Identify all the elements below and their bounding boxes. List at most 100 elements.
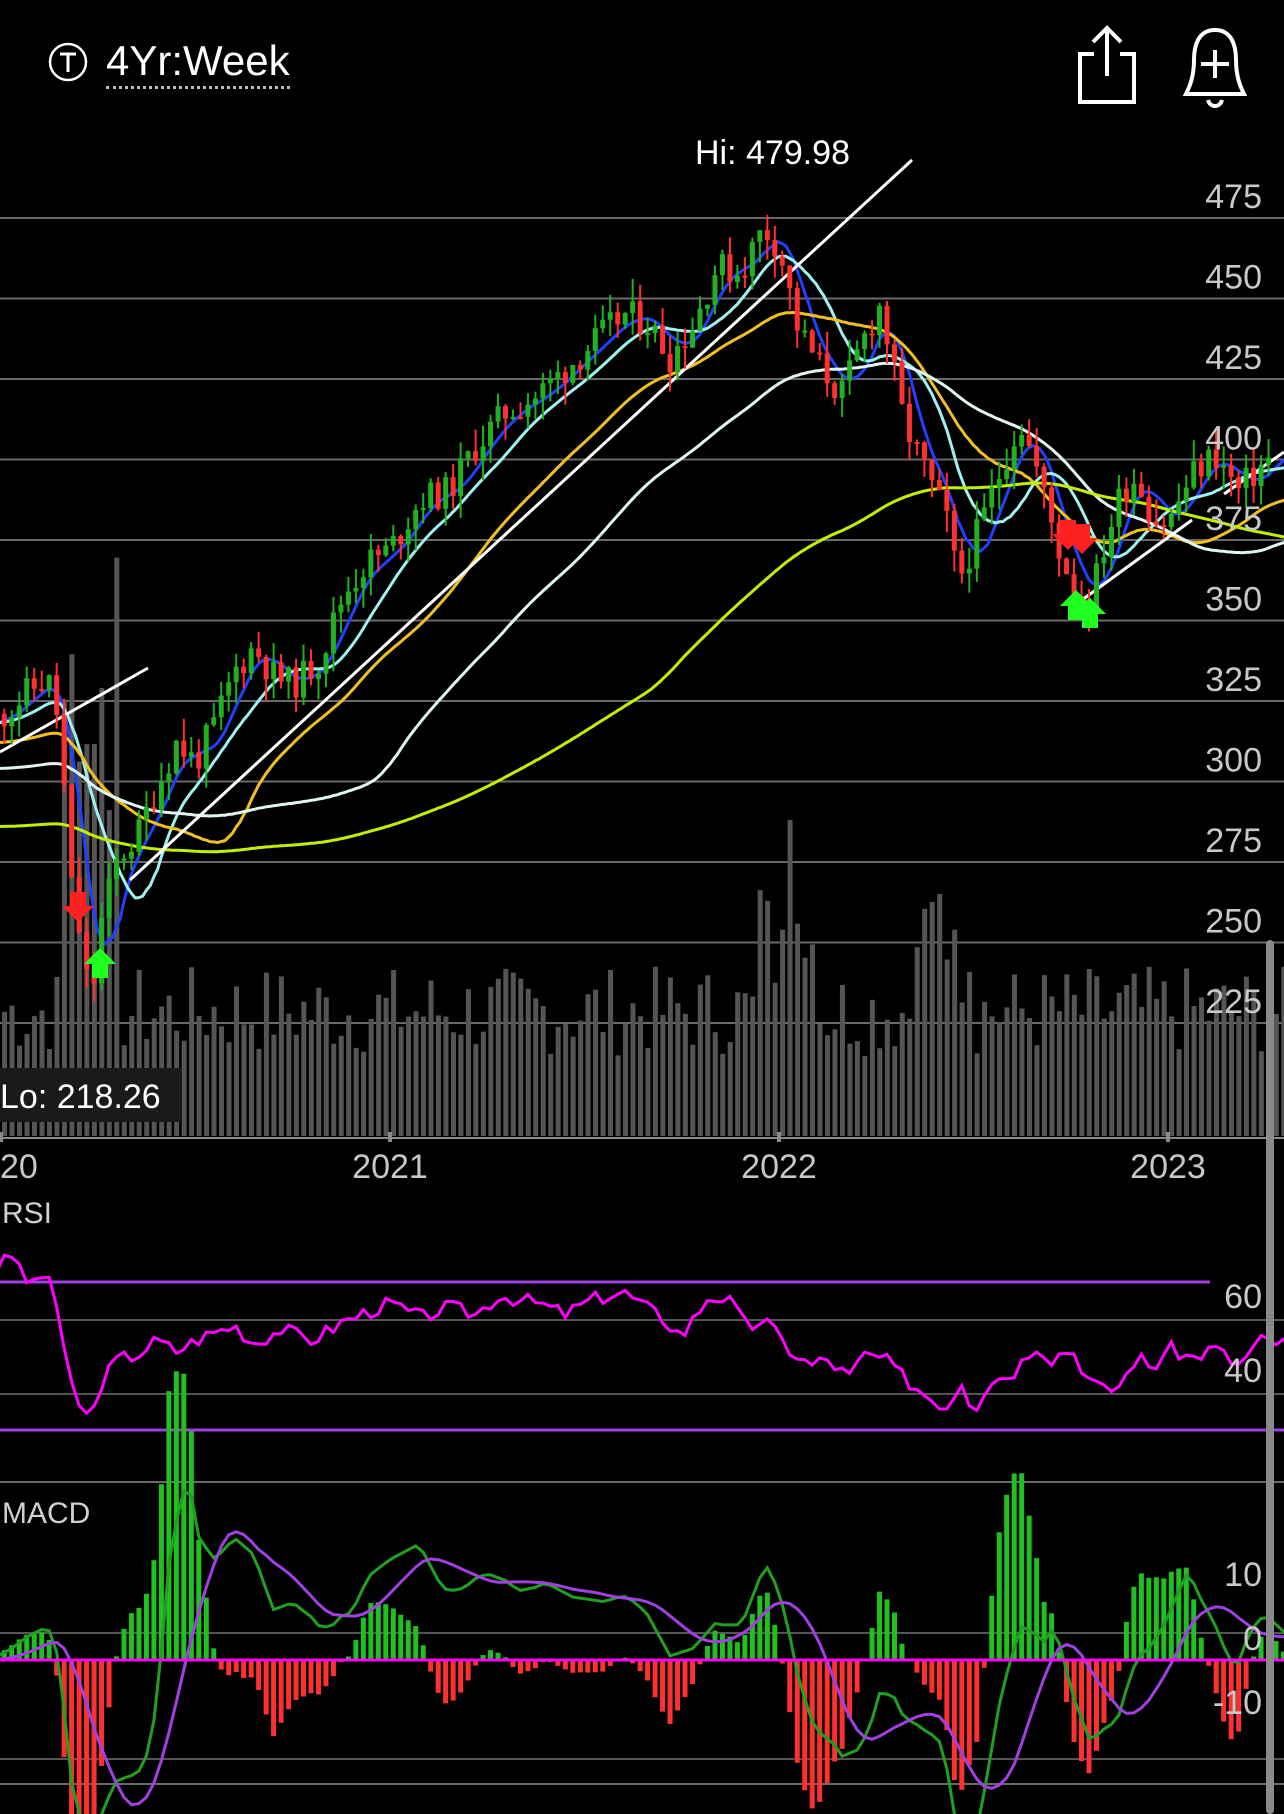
rsi-panel: RSI 60 40	[0, 1197, 1284, 1483]
volume-bar	[398, 1026, 404, 1136]
candle-body	[772, 239, 778, 257]
volume-bar	[443, 1016, 449, 1136]
macd-tick-label: 10	[1224, 1556, 1262, 1594]
macd-histogram-bar	[308, 1660, 314, 1694]
candle-body	[330, 612, 336, 654]
rsi-line	[0, 1253, 1284, 1416]
candle-body	[532, 398, 538, 405]
lo-label-bg	[0, 1068, 182, 1122]
candle-body	[787, 265, 793, 289]
period-selector[interactable]: 4Yr:Week	[106, 36, 290, 89]
volume-bar	[219, 1026, 225, 1136]
candle-body	[450, 477, 456, 497]
candle-body	[1213, 449, 1219, 468]
macd-histogram-bar	[495, 1652, 501, 1660]
candle-body	[1206, 449, 1212, 477]
volume-bar	[608, 969, 614, 1136]
volume-bar	[226, 1042, 232, 1136]
macd-histogram-bar	[1206, 1660, 1212, 1666]
macd-histogram-bar	[585, 1660, 591, 1673]
candle-body	[802, 330, 808, 333]
volume-bar	[473, 1044, 479, 1136]
candle-body	[1168, 513, 1174, 528]
macd-histogram-bar	[121, 1628, 127, 1660]
candle-body	[712, 275, 718, 305]
volume-bar	[346, 1015, 352, 1136]
candle-body	[682, 346, 688, 349]
volume-bar	[1161, 981, 1167, 1136]
candle-body	[1176, 501, 1182, 514]
macd-histogram-bar	[989, 1595, 995, 1660]
macd-histogram-bar	[899, 1643, 905, 1660]
volume-bar	[585, 994, 591, 1136]
macd-histogram-bar	[884, 1599, 890, 1660]
macd-histogram-bar	[652, 1660, 658, 1698]
volume-bar	[241, 1024, 247, 1136]
macd-histogram-bar	[84, 1660, 90, 1814]
macd-histogram-bar	[211, 1648, 217, 1660]
macd-histogram-bar	[54, 1660, 60, 1676]
candle-body	[188, 752, 194, 757]
candle-body	[1266, 457, 1272, 465]
candle-body	[727, 254, 733, 282]
candle-body	[607, 312, 613, 320]
volume-bar	[1086, 968, 1092, 1136]
macd-histogram-bar	[76, 1660, 82, 1814]
macd-histogram-bar	[360, 1617, 366, 1660]
volume-bar	[637, 1016, 643, 1136]
candle-body	[555, 372, 561, 379]
price-tick-label: 425	[1205, 339, 1262, 377]
candle-body	[675, 346, 681, 373]
lo-label: Lo: 218.26	[0, 1078, 161, 1116]
volume-bar	[54, 976, 60, 1136]
candle-body	[435, 482, 441, 509]
candle-body	[525, 404, 531, 417]
volume-bar	[1273, 1013, 1279, 1136]
macd-histogram-bar	[31, 1632, 37, 1660]
share-icon[interactable]	[1076, 24, 1138, 106]
macd-histogram-bar	[734, 1642, 740, 1660]
candle-body	[473, 451, 479, 462]
time-tick-label: 2021	[352, 1148, 428, 1186]
price-tick-label: 475	[1205, 178, 1262, 216]
volume-bar	[278, 976, 284, 1136]
volume-bar	[1251, 991, 1257, 1136]
sell-signal-arrow	[62, 892, 94, 922]
bell-plus-icon[interactable]	[1182, 24, 1248, 108]
macd-histogram-bar	[645, 1660, 651, 1681]
macd-histogram-bar	[877, 1591, 883, 1660]
volume-bar	[421, 1016, 427, 1136]
candle-body	[256, 648, 262, 657]
candle-body	[757, 230, 763, 242]
candle-body	[585, 351, 591, 370]
volume-bar	[293, 1034, 299, 1136]
buy-signal-arrow	[84, 948, 116, 978]
macd-histogram-bar	[420, 1645, 426, 1660]
candle-body	[293, 667, 299, 698]
macd-histogram-bar	[607, 1660, 613, 1667]
macd-histogram-bar	[91, 1660, 97, 1814]
macd-histogram-bar	[323, 1660, 329, 1687]
ma-50-line	[0, 310, 1284, 845]
volume-bar	[503, 968, 509, 1136]
trendline	[0, 666, 149, 754]
macd-histogram-bar	[151, 1560, 157, 1660]
macd-histogram-bar	[914, 1660, 920, 1673]
macd-histogram-bar	[809, 1660, 815, 1809]
macd-histogram-bar	[1146, 1577, 1152, 1660]
buy-signal-arrow	[1074, 598, 1106, 628]
macd-histogram-bar	[690, 1660, 696, 1684]
macd-histogram-bar	[248, 1660, 254, 1678]
macd-histogram-bar	[203, 1597, 209, 1660]
volume-bar	[1109, 1011, 1115, 1136]
candle-body	[263, 656, 269, 680]
volume-bar	[248, 1024, 254, 1136]
candle-body	[308, 660, 314, 679]
volume-bar	[899, 1012, 905, 1136]
volume-bar	[600, 1031, 606, 1136]
volume-bar	[256, 1048, 262, 1136]
candle-body	[592, 328, 598, 352]
macd-histogram-bar	[921, 1660, 927, 1685]
scrollbar[interactable]	[1266, 940, 1274, 1814]
